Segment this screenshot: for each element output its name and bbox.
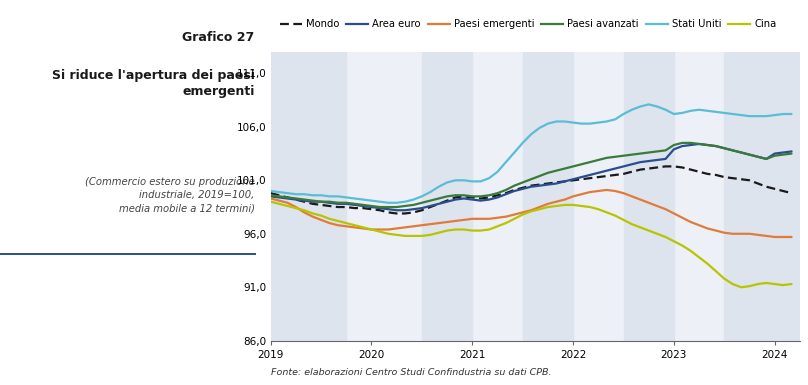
Legend: Mondo, Area euro, Paesi emergenti, Paesi avanzati, Stati Uniti, Cina: Mondo, Area euro, Paesi emergenti, Paesi… [276,15,781,33]
Bar [271,52,347,341]
Text: Fonte: elaborazioni Centro Studi Confindustria su dati CPB.: Fonte: elaborazioni Centro Studi Confind… [271,368,551,377]
Text: (Commercio estero su produzione
industriale, 2019=100,
media mobile a 12 termini: (Commercio estero su produzione industri… [85,177,255,214]
Bar [523,52,573,341]
Bar [724,52,800,341]
Bar [624,52,674,341]
Text: Grafico 27: Grafico 27 [183,31,255,44]
Bar [422,52,473,341]
Text: Si riduce l'apertura dei paesi
emergenti: Si riduce l'apertura dei paesi emergenti [52,69,255,98]
